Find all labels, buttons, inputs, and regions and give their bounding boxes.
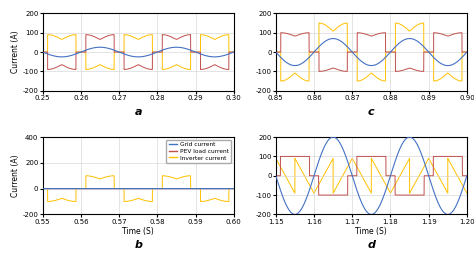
X-axis label: Time (S): Time (S) [356,227,387,236]
Text: a: a [135,107,142,117]
X-axis label: Time (S): Time (S) [122,227,154,236]
Text: c: c [368,107,374,117]
Text: d: d [367,240,375,250]
Text: b: b [134,240,142,250]
Y-axis label: Current (A): Current (A) [11,31,20,73]
Legend: Grid current, PEV load current, Inverter current: Grid current, PEV load current, Inverter… [166,140,231,163]
Y-axis label: Current (A): Current (A) [11,154,20,197]
